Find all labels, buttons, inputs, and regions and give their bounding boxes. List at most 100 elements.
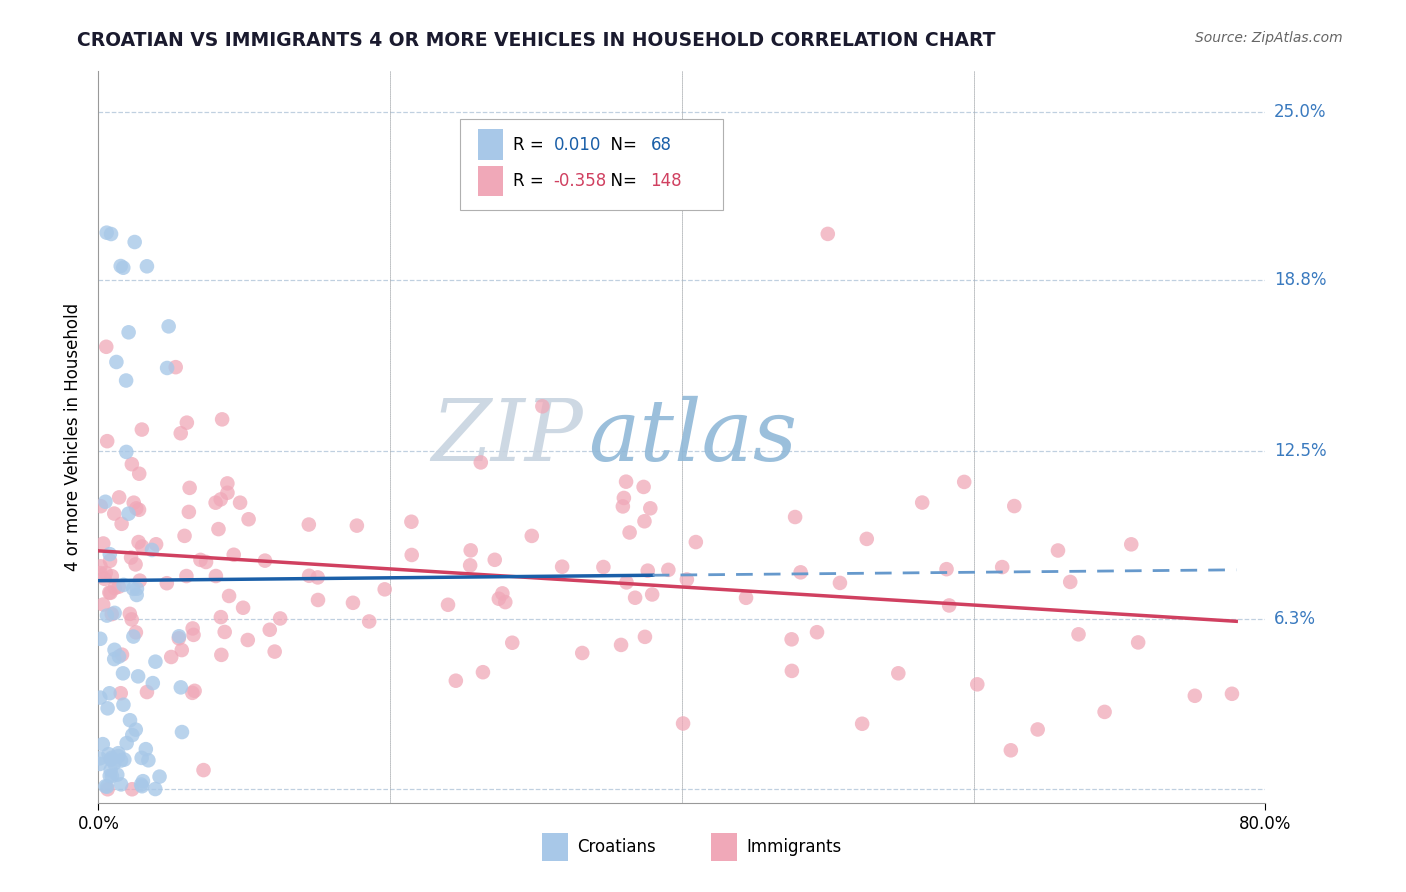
Point xyxy=(855,532,877,546)
Text: Croatians: Croatians xyxy=(576,838,655,855)
Point xyxy=(91,737,114,751)
Point xyxy=(887,666,910,681)
Point xyxy=(115,374,138,388)
Point xyxy=(107,749,129,764)
Point xyxy=(789,566,811,580)
Point xyxy=(195,555,218,569)
Text: N=: N= xyxy=(600,136,643,153)
Point xyxy=(125,501,148,516)
Point xyxy=(935,562,957,576)
Point xyxy=(122,630,145,644)
Point xyxy=(612,500,634,514)
Point xyxy=(117,326,139,340)
Point xyxy=(105,355,128,369)
Point xyxy=(110,516,132,531)
Point xyxy=(131,423,153,437)
Point xyxy=(520,529,543,543)
Text: R =: R = xyxy=(513,136,548,153)
Point xyxy=(98,686,121,700)
Point xyxy=(236,632,259,647)
Point xyxy=(269,611,291,625)
Point xyxy=(217,476,239,491)
Point xyxy=(117,507,139,521)
Point xyxy=(551,559,574,574)
Point xyxy=(616,575,638,590)
FancyBboxPatch shape xyxy=(460,119,723,211)
Point xyxy=(966,677,988,691)
Point xyxy=(170,681,193,695)
Text: 18.8%: 18.8% xyxy=(1274,271,1326,289)
Point xyxy=(96,780,118,794)
Point xyxy=(938,599,960,613)
Point xyxy=(173,529,195,543)
Point xyxy=(100,586,122,600)
Point xyxy=(1000,743,1022,757)
Point xyxy=(125,723,148,737)
Point xyxy=(484,553,506,567)
Point xyxy=(851,716,873,731)
Point xyxy=(157,319,180,334)
Point xyxy=(176,569,198,583)
Point xyxy=(97,782,120,797)
Point xyxy=(89,632,111,646)
Point xyxy=(122,582,145,596)
Text: -0.358: -0.358 xyxy=(554,172,607,190)
Point xyxy=(115,736,138,750)
Point xyxy=(143,782,166,797)
Point xyxy=(238,512,260,526)
Point xyxy=(145,537,167,551)
Point xyxy=(209,648,232,662)
Point xyxy=(170,426,193,441)
Text: N=: N= xyxy=(600,172,643,190)
Text: Immigrants: Immigrants xyxy=(747,838,841,855)
Point xyxy=(121,728,143,742)
Point xyxy=(179,481,201,495)
Point xyxy=(190,553,212,567)
Point xyxy=(640,501,662,516)
Point xyxy=(138,753,160,767)
Point xyxy=(127,669,149,683)
Point xyxy=(100,607,122,621)
Point xyxy=(471,665,494,680)
Point xyxy=(592,560,614,574)
Point xyxy=(94,495,117,509)
Point xyxy=(444,673,467,688)
Point xyxy=(128,467,150,481)
Point xyxy=(156,361,179,376)
Point xyxy=(94,566,117,580)
Point xyxy=(181,622,204,636)
Point xyxy=(128,503,150,517)
Point xyxy=(176,416,198,430)
Point xyxy=(129,778,152,792)
Point xyxy=(103,507,125,521)
Point xyxy=(96,434,118,449)
Point xyxy=(110,259,132,273)
Point xyxy=(911,495,934,509)
Point xyxy=(97,701,120,715)
Point xyxy=(217,485,239,500)
Point xyxy=(610,638,633,652)
Point xyxy=(501,636,523,650)
Text: 25.0%: 25.0% xyxy=(1274,103,1326,121)
Point xyxy=(121,457,143,471)
Point xyxy=(209,492,232,507)
Point xyxy=(100,763,122,777)
Point xyxy=(94,779,117,793)
Point xyxy=(103,756,125,771)
Point xyxy=(470,455,492,469)
Point xyxy=(112,698,135,712)
Point xyxy=(118,607,141,621)
Point xyxy=(193,763,215,777)
Point xyxy=(1121,537,1143,551)
Point xyxy=(121,612,143,626)
Point xyxy=(177,505,200,519)
Point xyxy=(785,510,807,524)
Text: CROATIAN VS IMMIGRANTS 4 OR MORE VEHICLES IN HOUSEHOLD CORRELATION CHART: CROATIAN VS IMMIGRANTS 4 OR MORE VEHICLE… xyxy=(77,31,995,50)
Point xyxy=(112,578,135,592)
Point xyxy=(98,554,121,568)
Point xyxy=(676,573,699,587)
Text: ZIP: ZIP xyxy=(430,396,582,478)
Point xyxy=(531,400,554,414)
Point xyxy=(100,227,122,241)
Point xyxy=(96,226,118,240)
